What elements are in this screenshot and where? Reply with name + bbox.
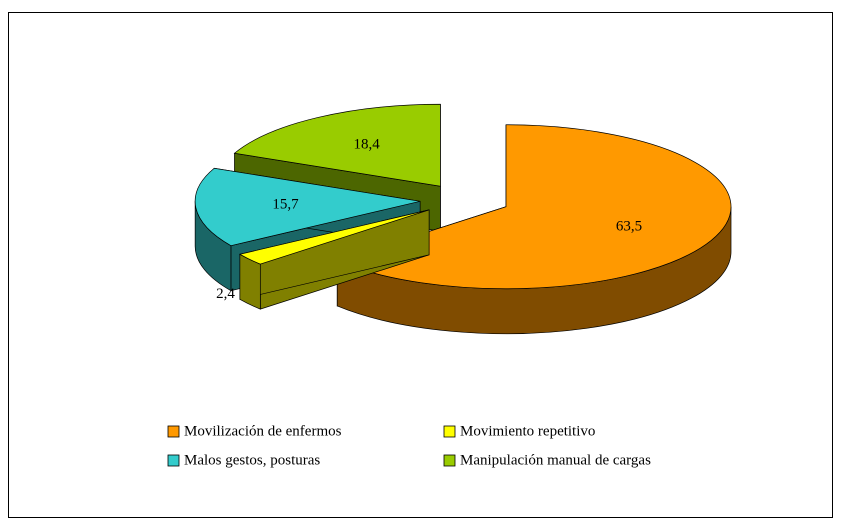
- pie-slice: [336, 124, 732, 290]
- data-label: 63,5: [616, 218, 642, 234]
- pie-slice: [194, 167, 421, 247]
- legend-swatch: [167, 425, 180, 438]
- data-label: 18,4: [354, 136, 381, 152]
- pie-slice: [238, 209, 430, 265]
- legend-label: Manipulación manual de cargas: [460, 452, 651, 468]
- pie-slice: [233, 103, 441, 187]
- legend-swatch: [443, 454, 456, 467]
- data-label: 2,4: [216, 286, 235, 302]
- legend-label: Movilización de enfermos: [184, 423, 342, 439]
- legend-label: Movimiento repetitivo: [460, 423, 595, 439]
- data-label: 15,7: [272, 197, 299, 213]
- legend-swatch: [443, 425, 456, 438]
- legend-label: Malos gestos, posturas: [184, 452, 320, 468]
- legend-swatch: [167, 454, 180, 467]
